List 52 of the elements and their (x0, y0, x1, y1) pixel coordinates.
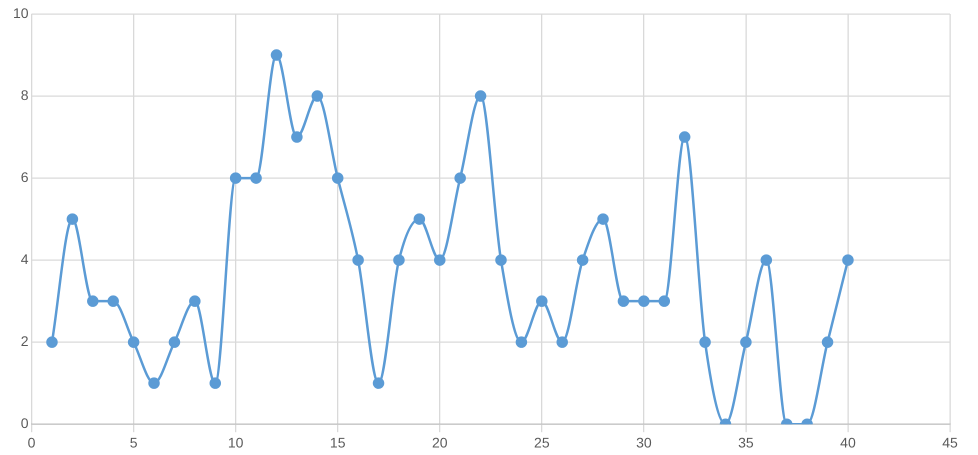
point (393, 254, 405, 266)
point (842, 254, 854, 266)
x-tick-label: 30 (636, 434, 652, 450)
x-tick-label: 45 (942, 434, 958, 450)
x-tick-label: 40 (840, 434, 856, 450)
point (250, 172, 262, 184)
point (658, 295, 670, 307)
point (270, 49, 282, 61)
point (516, 336, 528, 348)
point (536, 295, 548, 307)
point (678, 131, 690, 143)
point (372, 377, 384, 389)
point (291, 131, 303, 143)
x-tick-label: 20 (432, 434, 448, 450)
point (87, 295, 99, 307)
point (597, 213, 609, 225)
y-tick-label: 8 (20, 86, 29, 103)
point (414, 213, 426, 225)
point (66, 213, 78, 225)
point (454, 172, 466, 184)
x-tick-label: 10 (228, 434, 244, 450)
x-tick-label: 15 (330, 434, 346, 450)
point (332, 172, 344, 184)
point (740, 336, 752, 348)
point (148, 377, 160, 389)
point (46, 336, 58, 348)
y-tick-label: 4 (20, 250, 29, 267)
point (434, 254, 446, 266)
point (556, 336, 568, 348)
point (189, 295, 201, 307)
point (128, 336, 140, 348)
point (618, 295, 630, 307)
point (352, 254, 364, 266)
point (760, 254, 772, 266)
x-tick-label: 35 (738, 434, 754, 450)
point (576, 254, 588, 266)
point (312, 90, 324, 102)
y-tick-label: 6 (20, 168, 29, 185)
point (495, 254, 507, 266)
y-tick-label: 0 (20, 415, 29, 432)
point (699, 336, 711, 348)
point (107, 295, 119, 307)
point (638, 295, 650, 307)
point (210, 377, 222, 389)
point (230, 172, 242, 184)
y-tick-label: 2 (20, 333, 29, 350)
x-tick-label: 25 (534, 434, 550, 450)
point (822, 336, 834, 348)
point (168, 336, 180, 348)
x-tick-label: 5 (130, 434, 138, 450)
point (474, 90, 486, 102)
y-tick-label: 10 (12, 4, 29, 21)
